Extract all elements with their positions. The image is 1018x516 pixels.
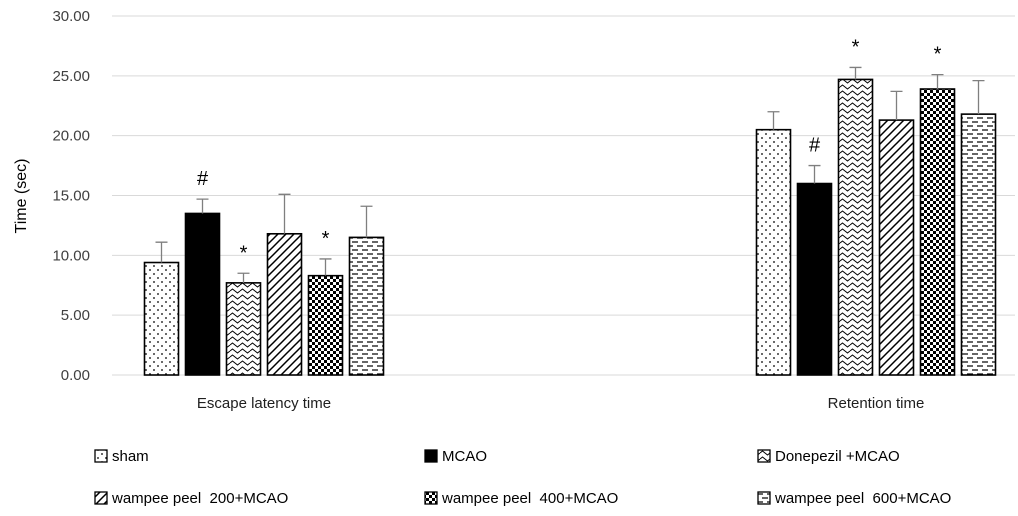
legend-swatch xyxy=(94,491,108,505)
y-tick-label: 20.00 xyxy=(52,128,90,145)
bar xyxy=(796,182,833,376)
error-bar xyxy=(319,258,332,276)
significance-marker: * xyxy=(934,44,942,66)
bar xyxy=(755,128,792,376)
x-axis-categories: Escape latency time Retention time xyxy=(197,395,924,412)
legend-label: Donepezil +MCAO xyxy=(775,448,900,465)
bars xyxy=(143,78,997,376)
y-tick-label: 10.00 xyxy=(52,247,90,264)
category-label: Retention time xyxy=(828,395,925,412)
error-bars xyxy=(155,66,985,283)
error-bar xyxy=(849,66,862,80)
error-bar xyxy=(890,90,903,121)
y-tick-label: 30.00 xyxy=(52,8,90,25)
y-tick-label: 5.00 xyxy=(61,307,90,324)
legend-label: wampee peel 600+MCAO xyxy=(774,490,951,507)
bar xyxy=(225,282,262,376)
error-bar xyxy=(360,205,373,238)
error-bar xyxy=(237,272,250,283)
legend-label: wampee peel 400+MCAO xyxy=(441,490,618,507)
error-bar xyxy=(196,198,209,214)
legend-swatch xyxy=(424,491,438,505)
significance-annotations: # * * # * * xyxy=(197,36,942,264)
bar xyxy=(266,232,303,376)
legend: sham MCAO Donepezil +MCAO wampee peel 200+M… xyxy=(94,448,951,507)
y-axis-ticks: 0.00 5.00 10.00 15.00 20.00 25.00 30.00 xyxy=(52,8,90,384)
bar xyxy=(184,212,221,376)
y-axis-label: Time (sec) xyxy=(13,159,30,234)
legend-label: wampee peel 200+MCAO xyxy=(111,490,288,507)
bar xyxy=(919,88,956,376)
legend-swatch xyxy=(757,449,771,463)
bar xyxy=(348,236,385,376)
error-bar xyxy=(767,111,780,130)
significance-marker: * xyxy=(240,242,248,264)
error-bar xyxy=(972,79,985,115)
bar xyxy=(878,119,915,376)
legend-label: MCAO xyxy=(442,448,487,465)
error-bar xyxy=(931,73,944,89)
legend-swatch xyxy=(757,491,771,505)
legend-swatch xyxy=(94,449,108,463)
error-bar xyxy=(278,193,291,234)
bar xyxy=(960,113,997,376)
gridlines xyxy=(112,15,1015,376)
significance-marker: * xyxy=(852,36,860,58)
significance-marker: # xyxy=(809,135,821,157)
error-bar xyxy=(808,164,821,184)
significance-marker: # xyxy=(197,168,209,190)
y-tick-label: 15.00 xyxy=(52,188,90,205)
category-label: Escape latency time xyxy=(197,395,331,412)
bar xyxy=(143,261,180,376)
legend-swatch xyxy=(424,449,438,463)
bar xyxy=(837,78,874,376)
bar xyxy=(307,274,344,376)
y-tick-label: 0.00 xyxy=(61,367,90,384)
legend-label: sham xyxy=(112,448,149,465)
error-bar xyxy=(155,241,168,263)
significance-marker: * xyxy=(322,228,330,250)
y-tick-label: 25.00 xyxy=(52,68,90,85)
